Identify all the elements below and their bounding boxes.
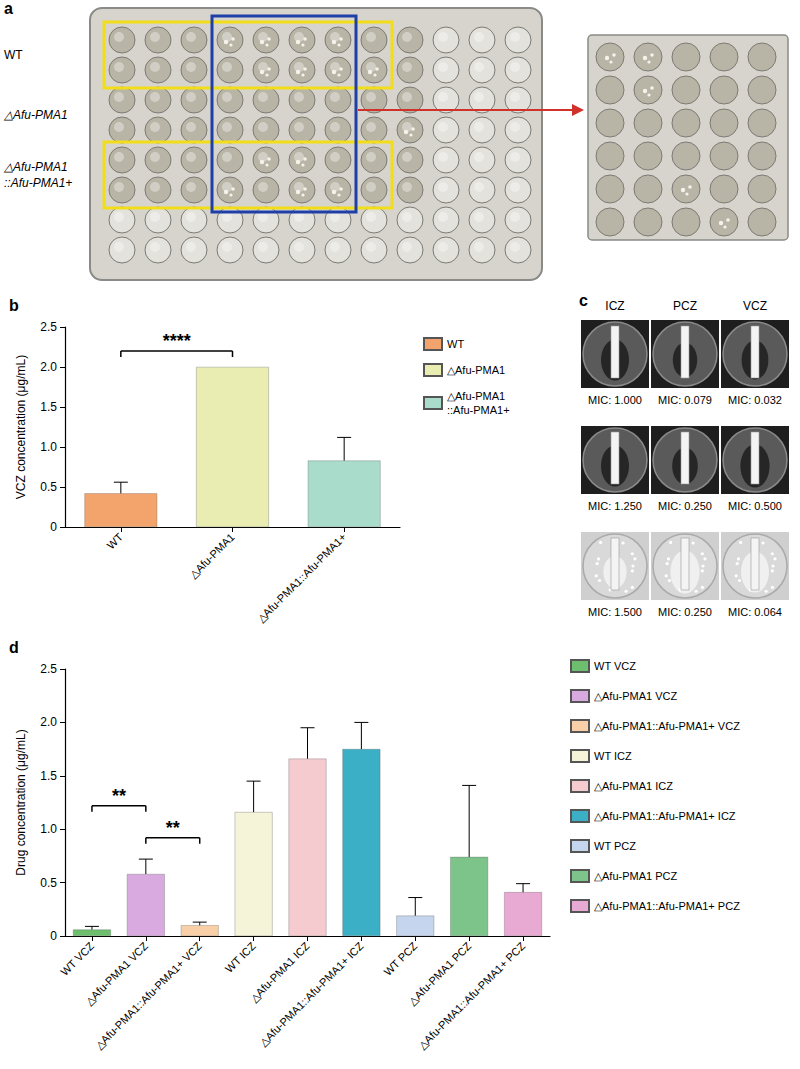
svg-text:MIC: 1.250: MIC: 1.250 <box>588 500 642 512</box>
svg-text:0.5: 0.5 <box>40 876 57 890</box>
svg-text:1.0: 1.0 <box>40 822 57 836</box>
svg-text:WT: WT <box>447 338 464 350</box>
svg-text:MIC: 1.000: MIC: 1.000 <box>588 394 642 406</box>
svg-text:VCZ concentration (μg/mL): VCZ concentration (μg/mL) <box>14 355 28 499</box>
svg-text:△Afu-PMA1::Afu-PMA1+ ICZ: △Afu-PMA1::Afu-PMA1+ ICZ <box>594 810 736 822</box>
svg-text:△Afu-PMA1::Afu-PMA1+ PCZ: △Afu-PMA1::Afu-PMA1+ PCZ <box>594 900 740 912</box>
svg-text:d: d <box>9 639 19 656</box>
svg-text:1.0: 1.0 <box>40 440 57 454</box>
svg-text:**: ** <box>112 786 126 806</box>
svg-text:2.0: 2.0 <box>40 360 57 374</box>
svg-text:1.5: 1.5 <box>40 400 57 414</box>
svg-text:1.5: 1.5 <box>40 769 57 783</box>
svg-text:Drug concentration (μg/mL): Drug concentration (μg/mL) <box>14 729 28 875</box>
svg-text:△Afu-PMA1::Afu-PMA1+: △Afu-PMA1::Afu-PMA1+ <box>3 160 72 190</box>
svg-text:MIC: 0.079: MIC: 0.079 <box>658 394 712 406</box>
svg-text:::Afu-PMA1+: ::Afu-PMA1+ <box>447 404 510 416</box>
svg-text:2.0: 2.0 <box>40 715 57 729</box>
svg-text:△Afu-PMA1: △Afu-PMA1 <box>187 531 237 581</box>
svg-text:△Afu-PMA1::Afu-PMA1+ ICZ: △Afu-PMA1::Afu-PMA1+ ICZ <box>257 940 366 1049</box>
svg-text:c: c <box>579 292 588 309</box>
svg-text:△Afu-PMA1 VCZ: △Afu-PMA1 VCZ <box>82 939 151 1007</box>
svg-text:****: **** <box>163 331 191 351</box>
svg-text:b: b <box>9 297 19 314</box>
svg-text:**: ** <box>166 818 180 838</box>
svg-text:△Afu-PMA1::Afu-PMA1+: △Afu-PMA1::Afu-PMA1+ <box>255 531 349 625</box>
svg-text:△Afu-PMA1::Afu-PMA1+ VCZ: △Afu-PMA1::Afu-PMA1+ VCZ <box>594 720 740 732</box>
svg-text:WT ICZ: WT ICZ <box>594 750 632 762</box>
svg-text:△Afu-PMA1::Afu-PMA1+ PCZ: △Afu-PMA1::Afu-PMA1+ PCZ <box>416 940 528 1052</box>
svg-text:0: 0 <box>50 520 57 534</box>
svg-text:△Afu-PMA1: △Afu-PMA1 <box>3 108 68 122</box>
svg-text:MIC: 0.500: MIC: 0.500 <box>728 500 782 512</box>
svg-text:MIC: 0.250: MIC: 0.250 <box>658 500 712 512</box>
svg-text:2.5: 2.5 <box>40 320 57 334</box>
svg-text:2.5: 2.5 <box>40 662 57 676</box>
svg-text:a: a <box>4 0 13 17</box>
svg-text:WT: WT <box>4 48 23 62</box>
svg-text:VCZ: VCZ <box>743 299 767 313</box>
svg-text:WT ICZ: WT ICZ <box>223 940 258 975</box>
svg-text:△Afu-PMA1 ICZ: △Afu-PMA1 ICZ <box>247 939 312 1004</box>
svg-text:WT PCZ: WT PCZ <box>594 840 636 852</box>
svg-text:MIC: 0.250: MIC: 0.250 <box>658 606 712 618</box>
svg-text:WT PCZ: WT PCZ <box>381 940 419 978</box>
svg-text:△Afu-PMA1 VCZ: △Afu-PMA1 VCZ <box>594 690 677 702</box>
svg-text:0.5: 0.5 <box>40 480 57 494</box>
svg-text:△Afu-PMA1::Afu-PMA1+ VCZ: △Afu-PMA1::Afu-PMA1+ VCZ <box>92 940 204 1052</box>
svg-text:WT: WT <box>105 531 126 552</box>
svg-text:ICZ: ICZ <box>605 299 624 313</box>
svg-text:MIC: 0.064: MIC: 0.064 <box>728 606 782 618</box>
svg-text:△Afu-PMA1 ICZ: △Afu-PMA1 ICZ <box>594 780 673 792</box>
svg-text:△Afu-PMA1 PCZ: △Afu-PMA1 PCZ <box>594 870 677 882</box>
svg-text:WT VCZ: WT VCZ <box>594 660 636 672</box>
svg-text:PCZ: PCZ <box>673 299 697 313</box>
svg-text:WT VCZ: WT VCZ <box>58 940 96 978</box>
svg-text:MIC: 0.032: MIC: 0.032 <box>728 394 782 406</box>
svg-text:△Afu-PMA1 PCZ: △Afu-PMA1 PCZ <box>406 939 474 1007</box>
svg-text:MIC: 1.500: MIC: 1.500 <box>588 606 642 618</box>
svg-text:0: 0 <box>50 929 57 943</box>
svg-text:△Afu-PMA1: △Afu-PMA1 <box>447 364 505 376</box>
svg-text:△Afu-PMA1: △Afu-PMA1 <box>447 390 505 402</box>
